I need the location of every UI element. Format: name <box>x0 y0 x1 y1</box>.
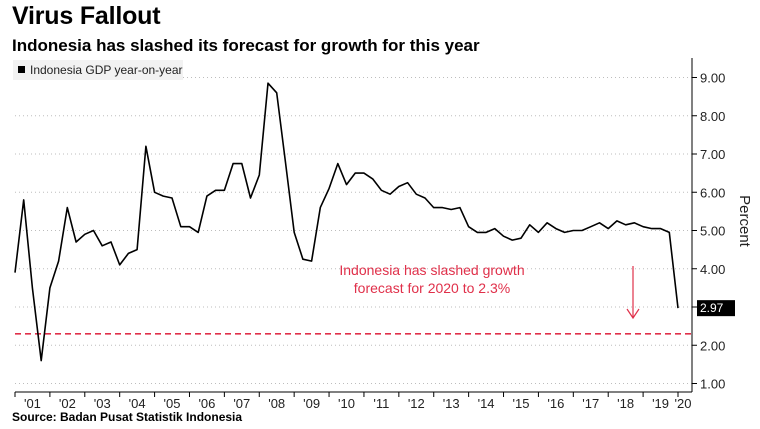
y-tick-label: 2.00 <box>700 338 725 353</box>
x-tick-label: '07 <box>233 396 250 411</box>
x-tick-label: '14 <box>478 396 495 411</box>
y-tick-label: 6.00 <box>700 185 725 200</box>
legend-swatch <box>18 66 25 73</box>
x-tick-label: '08 <box>268 396 285 411</box>
y-axis-label: Percent <box>736 195 753 248</box>
x-tick-label: '01 <box>24 396 41 411</box>
y-tick-label: 1.00 <box>700 377 725 392</box>
annotation-line2: forecast for 2020 to 2.3% <box>354 280 510 296</box>
source-note: Source: Badan Pusat Statistik Indonesia <box>12 410 243 424</box>
y-tick-label: 5.00 <box>700 224 725 239</box>
annotation: Indonesia has slashed growth forecast fo… <box>339 262 640 320</box>
chart-title: Virus Fallout <box>12 2 161 30</box>
annotation-line1: Indonesia has slashed growth <box>339 262 524 278</box>
x-tick-label: '18 <box>617 396 634 411</box>
x-tick-label: '13 <box>443 396 460 411</box>
x-tick-label: '11 <box>373 396 389 411</box>
y-tick-label: 8.00 <box>700 109 725 124</box>
x-tick-label: '16 <box>547 396 564 411</box>
x-tick-label: '20 <box>675 396 692 411</box>
annotation-arrow-head <box>626 308 640 320</box>
y-tick-label: 7.00 <box>700 147 725 162</box>
x-tick-label: '12 <box>408 396 425 411</box>
x-tick-label: '09 <box>303 396 320 411</box>
legend: Indonesia GDP year-on-year <box>13 60 183 80</box>
last-value-badge: 2.97 <box>697 300 735 317</box>
x-tick-label: '19 <box>652 396 669 411</box>
x-tick-label: '06 <box>198 396 215 411</box>
y-tick-label: 9.00 <box>700 71 725 86</box>
y-tick-label: 4.00 <box>700 262 725 277</box>
x-tick-label: '17 <box>582 396 599 411</box>
last-value-text: 2.97 <box>700 301 724 315</box>
legend-entry: Indonesia GDP year-on-year <box>30 63 183 77</box>
x-tick-label: '02 <box>59 396 76 411</box>
grid-lines <box>15 77 692 384</box>
chart-subtitle: Indonesia has slashed its forecast for g… <box>12 36 480 55</box>
legend-box <box>13 60 183 80</box>
x-tick-label: '05 <box>164 396 181 411</box>
y-axis-ticks: 1.002.003.004.005.006.007.008.009.00 <box>692 71 725 392</box>
last-value-box <box>697 300 735 317</box>
x-tick-label: '03 <box>94 396 111 411</box>
series-line-gdp <box>14 82 679 362</box>
x-axis-ticks: '01 '02 '03 '04 '05 '06 '07 '08 '09 '10 '11 '12 '13 '… <box>14 392 692 411</box>
x-tick-label: '04 <box>129 396 146 411</box>
x-tick-label: '10 <box>338 396 355 411</box>
x-tick-label: '15 <box>512 396 529 411</box>
